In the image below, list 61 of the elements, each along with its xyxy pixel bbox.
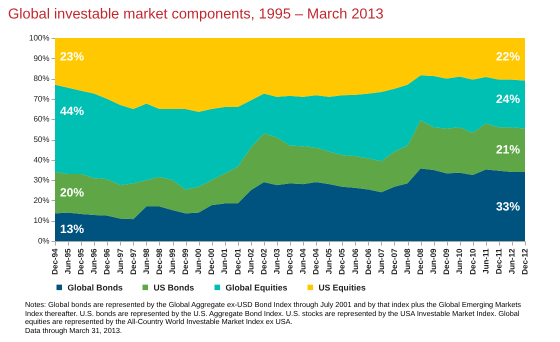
y-tick-label: 20% [33,196,50,205]
chart-title: Global investable market components, 1995 – March 2013 [8,6,384,22]
x-tick-label: Dec-10 [468,248,478,275]
annotation: 21% [496,142,520,157]
x-tick-label: Dec-11 [494,248,504,274]
x-tick-label: Dec-09 [442,248,452,275]
x-tick-label: Dec-06 [364,248,373,275]
annotation: 24% [496,92,520,106]
x-tick-label: Jun-10 [455,248,464,274]
x-tick-label: Dec-05 [338,248,347,275]
legend-label: Global Bonds [68,282,124,292]
x-tick-label: Jun-11 [481,248,490,274]
y-tick-label: 30% [33,176,50,185]
annotation: 13% [60,222,84,236]
x-tick-label: Jun-04 [298,248,308,274]
x-tick-label: Dec-03 [286,248,294,275]
x-tick-label: Jun-00 [194,248,204,274]
x-tick-label: Dec-04 [312,248,321,275]
x-tick-label: Jun-05 [324,248,334,274]
y-tick-label: 50% [33,135,50,144]
y-tick-label: 70% [33,94,50,104]
x-tick-label: Dec-95 [76,248,86,275]
x-tick-label: Dec-98 [154,248,164,275]
legend-label: US Bonds [154,282,194,292]
x-tick-label: Jun-01 [220,248,230,274]
x-tick-label: Dec-00 [207,248,216,275]
x-tick-label: Jun-03 [272,248,282,274]
x-tick-label: Jun-02 [246,248,256,274]
x-tick-label: Jun-07 [376,248,386,274]
x-tick-label: Jun-08 [403,248,412,274]
annotation: 20% [60,185,84,200]
x-tick-label: Dec-99 [181,248,190,275]
x-tick-label: Dec-97 [128,248,138,275]
x-tick-label: Jun-98 [142,248,151,274]
y-tick-label: 90% [33,54,50,63]
x-tick-label: Jun-12 [507,248,516,274]
y-tick-label: 10% [33,216,50,226]
x-tick-label: Jun-97 [116,248,125,274]
annotation: 22% [496,49,520,64]
y-tick-label: 100% [29,34,50,42]
annotation: 44% [60,104,84,118]
y-tick-label: 60% [33,114,50,124]
x-tick-label: Dec-07 [390,248,399,275]
legend-label: Global Equities [226,282,288,292]
x-tick-label: Dec-94 [50,248,60,275]
annotation: 33% [496,199,520,214]
x-tick-label: Jun-06 [350,248,360,274]
x-tick-label: Dec-02 [259,248,268,275]
x-tick-label: Dec-08 [416,248,426,275]
legend-label: US Equities [318,282,366,292]
x-tick-label: Dec-12 [520,248,530,275]
x-tick-label: Jun-09 [429,248,438,274]
annotation: 23% [60,49,84,64]
y-tick-label: 80% [33,74,50,84]
x-tick-label: Jun-95 [64,248,73,274]
x-tick-label: Jun-96 [90,248,99,274]
x-tick-label: Dec-01 [233,248,242,275]
y-tick-label: 0% [38,236,50,246]
x-tick-label: Dec-96 [102,248,112,275]
x-tick-label: Jun-99 [168,248,177,274]
y-tick-label: 40% [33,155,50,164]
